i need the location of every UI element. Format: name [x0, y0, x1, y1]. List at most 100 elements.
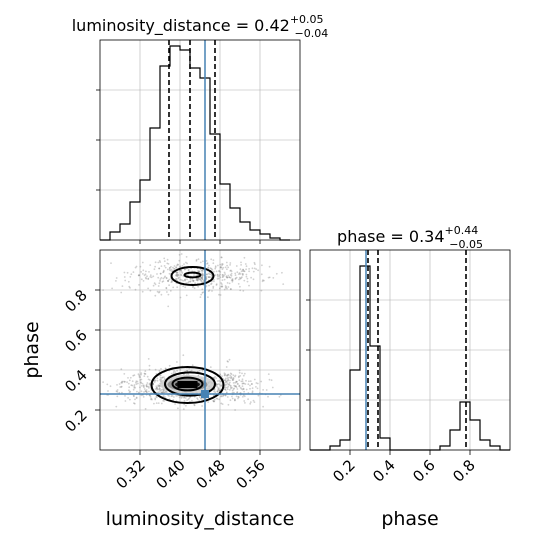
joint-scatter-point [124, 395, 126, 397]
joint-scatter-point [186, 399, 189, 401]
joint-scatter-point [138, 374, 141, 377]
joint-scatter-point [225, 374, 228, 377]
joint-scatter-point [144, 373, 146, 375]
joint-scatter-point [170, 279, 173, 282]
joint-scatter-point [226, 380, 229, 382]
joint-scatter-point [241, 372, 243, 375]
joint-scatter-point [231, 389, 234, 392]
joint-scatter-point [219, 384, 222, 387]
joint-scatter-point [219, 276, 222, 279]
joint-scatter-point [231, 397, 234, 400]
joint-scatter-point [156, 377, 159, 380]
joint-scatter-point [189, 396, 192, 399]
joint-scatter-point [242, 290, 245, 292]
joint-scatter-point [142, 384, 145, 387]
joint-scatter-point [230, 377, 233, 379]
joint-scatter-point [178, 396, 181, 399]
joint-scatter-point [214, 274, 217, 276]
joint-scatter-point [231, 280, 234, 283]
joint-scatter-point [130, 384, 133, 387]
joint-scatter-point [142, 280, 145, 282]
joint-scatter-point [216, 390, 219, 392]
joint-scatter-point [180, 274, 183, 277]
joint-scatter-point [156, 388, 158, 391]
joint-scatter-point [139, 376, 142, 378]
joint-scatter-point [159, 272, 162, 275]
joint-scatter-point [231, 378, 234, 381]
joint-scatter-point [222, 266, 225, 269]
joint-scatter-point [214, 267, 217, 270]
joint-scatter-point [228, 383, 231, 385]
joint-scatter-point [234, 274, 237, 276]
joint-scatter-point [177, 276, 180, 279]
joint-scatter-point [220, 256, 223, 259]
joint-scatter-point [255, 268, 258, 270]
joint-scatter-point [126, 381, 128, 384]
joint-scatter-point [240, 270, 243, 273]
joint-scatter-point [144, 390, 147, 393]
joint-scatter-point [158, 267, 161, 270]
joint-scatter-point [145, 384, 148, 387]
phase-xtick-label-2: 0.6 [409, 456, 439, 486]
joint-scatter-point [129, 390, 132, 393]
joint-scatter-point [143, 386, 145, 389]
joint-scatter-point [256, 382, 259, 385]
joint-scatter-point [201, 276, 204, 279]
joint-scatter-point [143, 274, 146, 277]
joint-scatter-point [187, 398, 190, 401]
joint-scatter-point [229, 264, 232, 266]
joint-scatter-point [224, 394, 227, 397]
joint-scatter-point [190, 369, 193, 372]
joint-scatter-point [162, 280, 165, 282]
joint-scatter-point [233, 384, 236, 387]
joint-scatter-point [195, 258, 198, 261]
joint-scatter-point [216, 391, 219, 393]
joint-scatter-point [227, 379, 230, 382]
joint-scatter-point [162, 391, 165, 394]
joint-scatter-point [148, 271, 150, 273]
joint-scatter-point [200, 280, 203, 282]
joint-scatter-point [158, 385, 161, 388]
joint-scatter-point [159, 278, 162, 280]
joint-scatter-point [163, 257, 166, 260]
joint-scatter-point [234, 278, 237, 280]
joint-scatter-point [237, 383, 239, 385]
joint-scatter-point [226, 264, 229, 267]
joint-scatter-point [126, 271, 129, 274]
joint-scatter-point [272, 277, 275, 279]
joint-scatter-point [223, 374, 226, 376]
joint-scatter-point [155, 387, 158, 389]
joint-scatter-point [172, 399, 175, 401]
joint-scatter-point [255, 382, 258, 384]
joint-scatter-point [215, 284, 218, 286]
joint-scatter-point [163, 391, 166, 394]
joint-scatter-point [147, 287, 150, 290]
joint-scatter-point [160, 402, 163, 405]
joint-scatter-point [176, 273, 179, 276]
joint-scatter-point [237, 396, 240, 398]
joint-scatter-point [133, 395, 135, 398]
joint-scatter-point [167, 305, 170, 308]
joint-scatter-point [198, 277, 201, 280]
joint-scatter-point [161, 376, 164, 379]
joint-scatter-point [133, 384, 136, 386]
joint-scatter-point [226, 276, 229, 279]
joint-scatter-point [262, 405, 264, 408]
x-axis-label-phase: phase [381, 508, 438, 530]
joint-scatter-point [134, 288, 137, 291]
joint-scatter-point [185, 404, 187, 407]
joint-scatter-point [215, 397, 218, 400]
joint-scatter-point [220, 395, 222, 398]
joint-scatter-point [236, 391, 239, 394]
joint-scatter-point [228, 389, 231, 391]
joint-scatter-point [160, 388, 163, 391]
joint-scatter-point [115, 277, 118, 279]
joint-scatter-point [164, 367, 167, 370]
joint-scatter-point [159, 272, 162, 275]
joint-scatter-point [245, 273, 248, 276]
joint-scatter-point [229, 384, 232, 387]
joint-scatter-point [228, 276, 231, 279]
joint-scatter-point [212, 259, 215, 261]
phase-title-sup: +0.44 [445, 224, 479, 237]
